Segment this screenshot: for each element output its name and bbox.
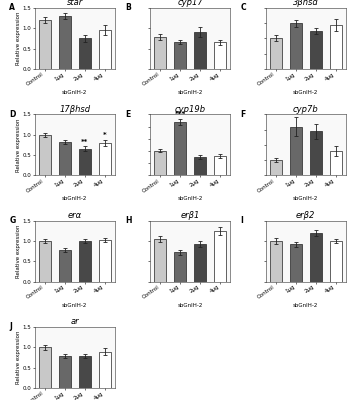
Bar (154, 151, 166, 175)
Bar (214, 231, 226, 282)
Bar (79, 149, 91, 175)
X-axis label: sbGnIH-2: sbGnIH-2 (293, 196, 318, 201)
Bar (59, 142, 71, 175)
Bar (99, 143, 111, 175)
Y-axis label: Relative expression: Relative expression (16, 331, 21, 384)
Text: **: ** (81, 138, 88, 144)
Bar (290, 126, 302, 175)
Bar (79, 241, 91, 282)
Y-axis label: Relative expression: Relative expression (16, 224, 21, 278)
X-axis label: sbGnIH-2: sbGnIH-2 (293, 90, 318, 95)
Title: 3βhsd: 3βhsd (293, 0, 319, 7)
Bar (310, 31, 322, 69)
X-axis label: sbGnIH-2: sbGnIH-2 (62, 196, 87, 201)
Bar (194, 244, 206, 282)
Bar (290, 23, 302, 69)
Y-axis label: Relative expression: Relative expression (16, 118, 21, 172)
Text: H: H (125, 216, 131, 225)
Title: ar: ar (70, 318, 79, 326)
Bar (59, 250, 71, 282)
Text: B: B (125, 3, 131, 12)
Bar (329, 25, 342, 69)
Bar (59, 356, 71, 388)
Text: A: A (9, 3, 15, 12)
Bar (329, 151, 342, 175)
Bar (214, 156, 226, 175)
Bar (270, 38, 282, 69)
Text: F: F (240, 110, 246, 118)
X-axis label: sbGnIH-2: sbGnIH-2 (178, 90, 203, 95)
Bar (270, 241, 282, 282)
Text: D: D (9, 110, 16, 118)
Bar (154, 239, 166, 282)
Bar (39, 348, 51, 388)
Text: J: J (9, 322, 12, 331)
Title: cyp7b: cyp7b (293, 105, 319, 114)
Title: erβ2: erβ2 (296, 211, 315, 220)
Bar (39, 135, 51, 175)
Bar (194, 157, 206, 175)
Text: *: * (103, 132, 106, 138)
Bar (99, 240, 111, 282)
Bar (194, 32, 206, 69)
Bar (329, 241, 342, 282)
Bar (174, 122, 186, 175)
Title: cyp19b: cyp19b (174, 105, 206, 114)
X-axis label: sbGnIH-2: sbGnIH-2 (178, 302, 203, 308)
Text: I: I (240, 216, 243, 225)
Bar (310, 131, 322, 175)
Title: erα: erα (68, 211, 82, 220)
Bar (79, 38, 91, 69)
Title: 17βhsd: 17βhsd (59, 105, 90, 114)
Bar (310, 233, 322, 282)
X-axis label: sbGnIH-2: sbGnIH-2 (178, 196, 203, 201)
Bar (39, 241, 51, 282)
Bar (39, 20, 51, 69)
Bar (214, 42, 226, 69)
X-axis label: sbGnIH-2: sbGnIH-2 (62, 90, 87, 95)
Bar (99, 30, 111, 69)
Bar (174, 252, 186, 282)
Bar (59, 16, 71, 69)
X-axis label: sbGnIH-2: sbGnIH-2 (62, 302, 87, 308)
Text: C: C (240, 3, 246, 12)
Text: G: G (9, 216, 16, 225)
Title: erβ1: erβ1 (180, 211, 200, 220)
Title: star: star (67, 0, 83, 7)
Text: E: E (125, 110, 130, 118)
Bar (174, 42, 186, 69)
X-axis label: sbGnIH-2: sbGnIH-2 (293, 302, 318, 308)
Text: ***: *** (175, 111, 186, 117)
Bar (270, 160, 282, 175)
Bar (154, 37, 166, 69)
Bar (79, 356, 91, 388)
Bar (290, 244, 302, 282)
Y-axis label: Relative expression: Relative expression (16, 12, 21, 65)
Bar (99, 352, 111, 388)
Title: cyp17: cyp17 (177, 0, 203, 7)
